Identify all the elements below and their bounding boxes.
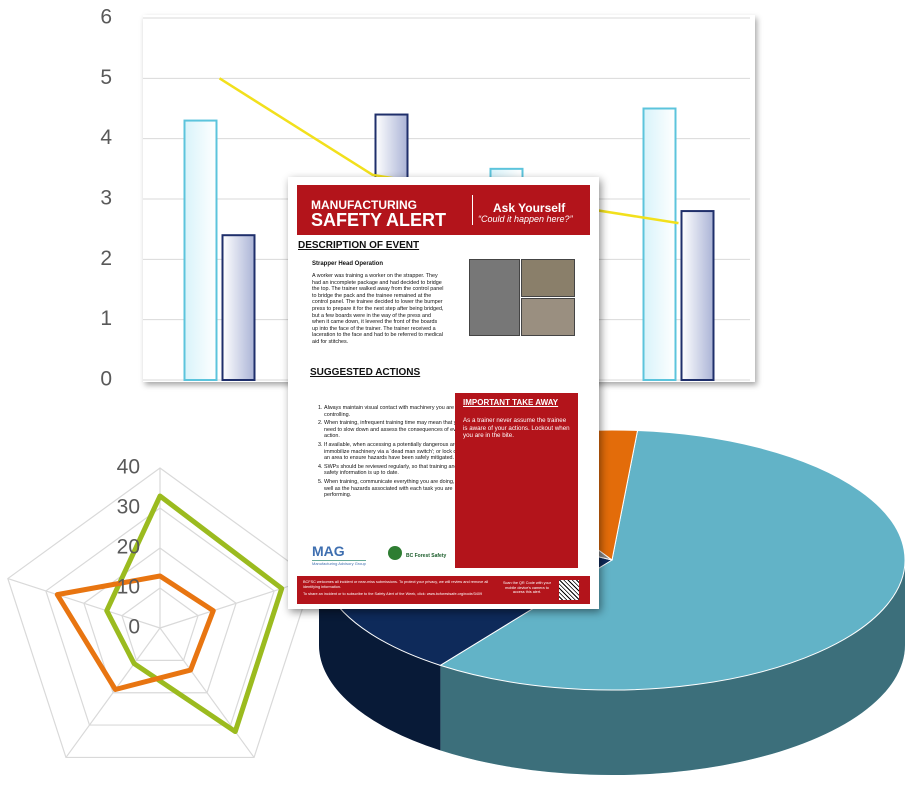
mag-logo-subtitle: Manufacturing Advisory Group [312, 560, 366, 566]
actions-list: Always maintain visual contact with mach… [304, 405, 464, 501]
bcfs-logo-icon [388, 546, 402, 560]
radar-chart: 0 10 20 30 40 [7, 456, 313, 759]
bar [642, 107, 677, 381]
radar-series [54, 573, 216, 692]
y-tick-label: 0 [100, 368, 112, 391]
header-separator [472, 195, 473, 225]
action-item: Always maintain visual contact with mach… [324, 405, 464, 418]
bar [183, 119, 218, 381]
grid-ring [83, 547, 237, 694]
bar [680, 210, 715, 381]
action-item: When training, infrequent training time … [324, 420, 464, 440]
footer-text: BCFSC welcomes all incident or near-miss… [303, 580, 489, 589]
y-tick-label: 3 [100, 187, 112, 210]
r-tick-label: 20 [117, 536, 140, 559]
pie-slice-side [319, 560, 441, 751]
alert-footer: BCFSC welcomes all incident or near-miss… [297, 576, 590, 604]
r-tick-label: 30 [117, 496, 140, 519]
action-item: SWPs should be reviewed regularly, so th… [324, 464, 464, 477]
footer-text: To share an incident or to subscribe to … [303, 592, 483, 596]
action-item: When training, communicate everything yo… [324, 479, 464, 499]
r-tick-label: 40 [117, 456, 140, 479]
safety-alert-document: MANUFACTURING SAFETY ALERT Ask Yourself … [288, 177, 599, 609]
takeaway-heading: IMPORTANT TAKE AWAY [463, 398, 559, 407]
y-tick-label: 6 [100, 6, 112, 29]
radar-axis [159, 627, 255, 758]
grid-ring [7, 467, 313, 759]
radar-axis [159, 577, 313, 629]
y-tick-label: 4 [100, 126, 112, 149]
qr-text: Scan the QR Code with your mobile device… [502, 581, 552, 595]
description-subheading: Strapper Head Operation [312, 261, 384, 267]
description-text: A worker was training a worker on the st… [312, 273, 444, 345]
r-tick-label: 10 [117, 576, 140, 599]
pie-slice [439, 429, 906, 691]
y-tick-label: 1 [100, 307, 112, 330]
bcfs-logo: BC Forest Safety [406, 553, 447, 559]
grid-ring [121, 587, 199, 661]
radar-series [104, 493, 285, 735]
takeaway-text: As a trainer never assume the trainee is… [463, 417, 570, 440]
mag-logo: MAG [312, 543, 345, 559]
header-kicker: MANUFACTURING [311, 198, 417, 212]
bar [221, 234, 256, 381]
pie-slice-side-shade [440, 560, 905, 775]
photo [521, 298, 575, 336]
photo [469, 259, 520, 336]
actions-heading: SUGGESTED ACTIONS [310, 367, 421, 378]
header-question: “Could it happen here?” [478, 214, 573, 224]
qr-code [559, 580, 579, 600]
y-tick-label: 2 [100, 247, 112, 270]
takeaway-box: IMPORTANT TAKE AWAY As a trainer never a… [455, 393, 578, 568]
r-tick-label: 0 [128, 616, 140, 639]
grid-ring [45, 507, 275, 726]
description-heading: DESCRIPTION OF EVENT [298, 240, 420, 251]
radar-axis [7, 577, 161, 629]
pie-slice-side [440, 560, 905, 775]
photo [521, 259, 575, 297]
alert-header: MANUFACTURING SAFETY ALERT Ask Yourself … [297, 185, 590, 235]
header-ask: Ask Yourself [493, 201, 566, 215]
pie-slice-side-shade [319, 560, 441, 751]
radar-axis [65, 627, 161, 758]
y-tick-label: 5 [100, 66, 112, 89]
header-title: SAFETY ALERT [311, 210, 447, 230]
action-item: If available, when accessing a potential… [324, 442, 464, 462]
